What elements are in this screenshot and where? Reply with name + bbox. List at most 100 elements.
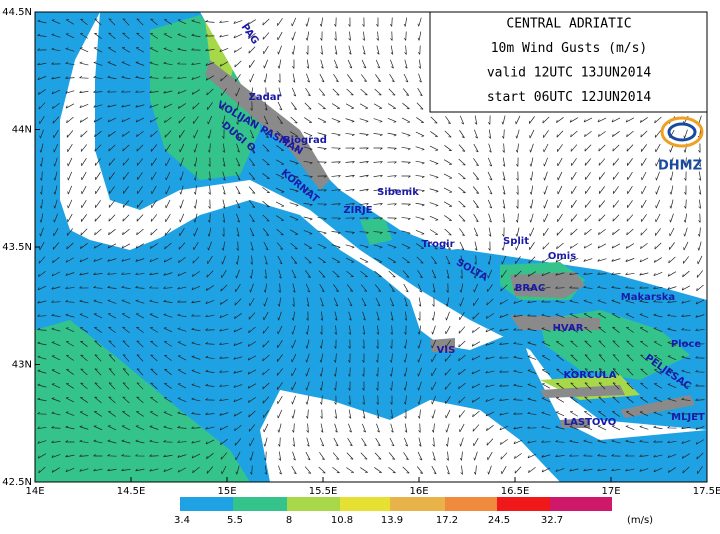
wind-arrow — [179, 227, 185, 237]
wind-arrow — [291, 339, 297, 349]
wind-arrow — [360, 467, 368, 473]
wind-arrow — [163, 47, 173, 52]
wind-arrow — [390, 409, 393, 419]
wind-zone-5-8b — [35, 320, 250, 482]
wind-arrow — [513, 341, 523, 345]
wind-arrow — [488, 143, 492, 153]
wind-arrow — [444, 228, 452, 236]
wind-arrow — [682, 270, 690, 278]
wind-arrow — [205, 369, 215, 373]
wind-arrow — [443, 159, 453, 165]
wind-arrow — [94, 130, 102, 138]
wind-arrow — [347, 297, 353, 307]
wind-arrow — [149, 257, 159, 263]
wind-arrow — [639, 299, 649, 304]
place-label: ZIRJE — [343, 205, 372, 216]
wind-arrow — [79, 454, 89, 457]
wind-arrow — [528, 256, 536, 264]
wind-arrow — [93, 285, 103, 289]
wind-arrow — [473, 269, 478, 279]
wind-arrow — [320, 311, 324, 321]
wind-arrow — [191, 327, 201, 331]
wind-arrow — [458, 340, 466, 348]
wind-arrow — [418, 311, 421, 321]
wind-arrow — [65, 341, 75, 347]
wind-arrow — [569, 411, 579, 417]
wind-arrow — [373, 188, 383, 192]
wind-arrow — [191, 89, 200, 95]
wind-arrow — [416, 466, 424, 474]
wind-arrow — [95, 186, 101, 194]
wind-arrow — [555, 397, 565, 403]
wind-arrow — [222, 185, 226, 195]
wind-arrow — [334, 311, 338, 321]
wind-arrow — [402, 270, 410, 278]
wind-arrow — [429, 215, 439, 221]
wind-arrow — [236, 115, 239, 125]
wind-arrow — [444, 242, 452, 250]
wind-arrow — [598, 354, 606, 362]
wind-arrow — [249, 129, 255, 139]
wind-arrow — [191, 48, 201, 51]
wind-arrow — [486, 298, 494, 306]
place-label: HVAR — [553, 323, 584, 334]
wind-arrow — [207, 102, 213, 110]
wind-arrow — [445, 437, 449, 447]
wind-arrow — [387, 244, 397, 249]
wind-arrow — [291, 45, 296, 55]
wind-arrow — [502, 213, 505, 223]
wind-arrow — [443, 173, 453, 179]
wind-arrow — [219, 356, 229, 359]
mljet-island — [620, 395, 695, 418]
wind-arrow — [373, 147, 383, 150]
wind-arrow — [445, 297, 450, 307]
wind-arrow — [334, 17, 337, 27]
wind-arrow — [135, 468, 145, 472]
wind-arrow — [320, 423, 324, 433]
wind-arrow — [584, 354, 592, 362]
legend-swatch — [445, 497, 497, 511]
wind-arrow — [333, 59, 339, 69]
wind-arrow — [402, 102, 410, 110]
wind-arrow — [584, 158, 592, 166]
wind-arrow — [345, 217, 355, 220]
wind-arrow — [571, 171, 577, 181]
wind-arrow — [639, 257, 649, 263]
wind-arrow — [625, 411, 635, 417]
wind-arrow — [348, 395, 351, 405]
wind-arrow — [584, 144, 592, 152]
wind-arrow — [108, 396, 116, 404]
wind-arrow — [277, 297, 281, 307]
wind-arrow — [122, 396, 130, 404]
wind-arrow — [306, 297, 310, 307]
wind-arrow — [177, 313, 187, 318]
legend-swatch — [287, 497, 340, 511]
wind-arrow — [163, 440, 173, 443]
wind-arrow — [376, 45, 380, 55]
wind-arrow — [570, 214, 578, 222]
wind-arrow — [136, 144, 144, 152]
wind-arrow — [529, 199, 534, 209]
wind-arrow — [541, 369, 551, 375]
wind-arrow — [626, 130, 634, 138]
wind-arrow — [348, 31, 351, 41]
wind-arrow — [221, 101, 227, 111]
wind-arrow — [446, 283, 449, 293]
wind-arrow — [626, 340, 634, 348]
wind-arrow — [446, 465, 450, 475]
wind-arrow — [403, 395, 407, 405]
wind-arrow — [667, 355, 677, 361]
wind-arrow — [641, 199, 647, 209]
wind-arrow — [612, 228, 620, 236]
wind-arrow — [193, 171, 197, 181]
wind-arrow — [695, 370, 705, 373]
wind-arrow — [53, 171, 58, 181]
wind-arrow — [499, 425, 509, 431]
wind-arrow — [247, 19, 256, 25]
wind-arrow — [205, 48, 215, 52]
wind-arrow — [177, 76, 187, 80]
wind-arrow — [541, 467, 551, 473]
wind-arrow — [458, 354, 466, 362]
wind-arrow — [192, 466, 200, 474]
wind-arrow — [612, 340, 620, 348]
